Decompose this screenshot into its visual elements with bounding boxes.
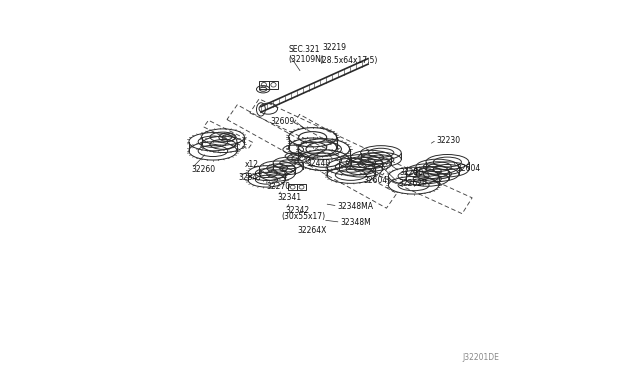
Bar [259, 81, 269, 89]
Text: 32250: 32250 [400, 168, 424, 177]
Text: 32270: 32270 [266, 182, 290, 191]
Text: x12: x12 [245, 160, 259, 169]
Bar [297, 184, 306, 190]
Bar [288, 184, 297, 190]
Text: J32201DE: J32201DE [462, 353, 499, 362]
Text: (30x55x17): (30x55x17) [281, 212, 325, 221]
Text: 32609: 32609 [271, 117, 295, 126]
Text: SEC.321
(32109N): SEC.321 (32109N) [289, 45, 324, 64]
Text: 32262P: 32262P [398, 179, 427, 188]
Text: 32341: 32341 [278, 193, 301, 202]
Text: 32348MA: 32348MA [338, 202, 374, 211]
Text: 32604: 32604 [364, 176, 388, 185]
Text: 32342: 32342 [285, 206, 309, 215]
Text: 32440: 32440 [306, 159, 330, 169]
Text: 32260: 32260 [191, 165, 216, 174]
Text: 32219: 32219 [323, 44, 347, 52]
Text: 32348M: 32348M [340, 218, 371, 227]
Bar [269, 81, 278, 89]
Text: 32347: 32347 [238, 173, 262, 182]
Text: (28.5x64x17.5): (28.5x64x17.5) [319, 56, 377, 65]
Text: 32604: 32604 [456, 164, 481, 173]
Text: 32264X: 32264X [298, 226, 327, 235]
Text: 32230: 32230 [436, 136, 461, 145]
